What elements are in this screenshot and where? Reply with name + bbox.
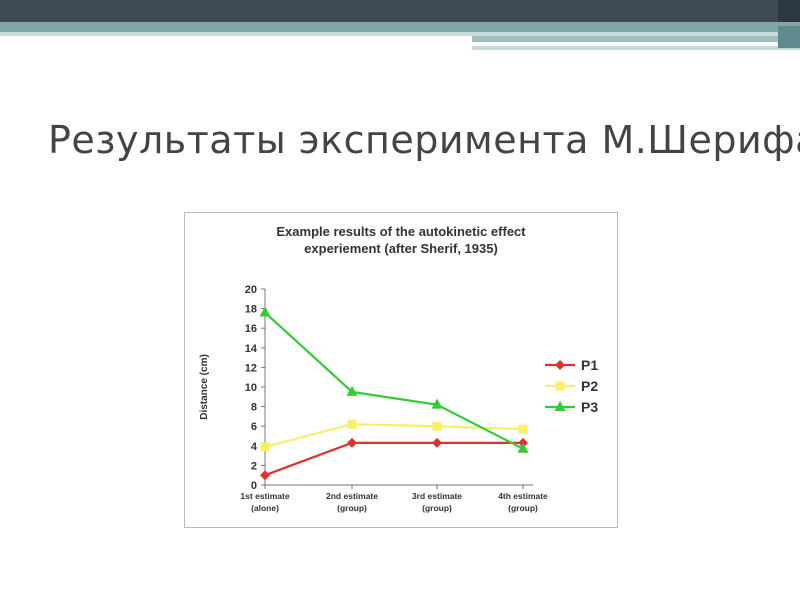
header-light-band <box>0 32 800 36</box>
header-right-accent-light <box>472 46 800 50</box>
header-corner-accent <box>778 26 800 48</box>
data-point-p2 <box>260 442 270 452</box>
y-tick-label: 0 <box>251 480 257 492</box>
y-tick-label: 8 <box>251 402 257 414</box>
header-right-accent <box>472 36 800 42</box>
y-tick-label: 6 <box>251 421 257 433</box>
data-point-p3 <box>259 306 271 317</box>
y-tick-label: 14 <box>245 343 258 355</box>
x-tick-label: 1st estimate <box>240 491 289 501</box>
header-dark-corner <box>778 0 800 26</box>
legend-marker-p1 <box>555 360 565 370</box>
legend-marker-p3 <box>554 401 566 411</box>
chart-plot: 0 2 4 6 8 10 12 14 16 18 20 Distance (cm) 1st estima… <box>199 284 598 513</box>
data-point-p3 <box>517 442 529 453</box>
data-point-p2 <box>518 424 528 434</box>
legend-marker-p2 <box>555 381 565 391</box>
legend-label-p2: P2 <box>581 378 598 394</box>
x-tick-label: (alone) <box>251 503 279 513</box>
header-teal-band <box>0 22 800 32</box>
y-tick-label: 18 <box>245 304 257 316</box>
slide-title: Результаты эксперимента М.Шерифа <box>48 118 800 162</box>
x-tick-label: 4th estimate <box>498 491 548 501</box>
legend-label-p3: P3 <box>581 399 598 415</box>
x-tick-label: (group) <box>508 503 538 513</box>
chart-title-line-1: Example results of the autokinetic effec… <box>276 224 526 239</box>
x-tick-label: 2nd estimate <box>326 491 378 501</box>
y-tick-label: 4 <box>251 441 258 453</box>
x-tick-label: (group) <box>337 503 367 513</box>
data-point-p1 <box>347 437 357 448</box>
y-tick-label: 20 <box>245 284 257 296</box>
chart-image: Example results of the autokinetic effec… <box>184 212 618 528</box>
header-dark-band <box>0 0 778 22</box>
y-tick-label: 12 <box>245 362 257 374</box>
data-point-p2 <box>347 419 357 429</box>
data-point-p3 <box>431 398 443 409</box>
data-point-p3 <box>346 385 358 396</box>
y-axis-label: Distance (cm) <box>199 354 210 420</box>
y-tick-label: 2 <box>251 460 257 472</box>
data-point-p1 <box>260 470 270 481</box>
x-tick-label: 3rd estimate <box>412 491 462 501</box>
chart-title-line-2: experiement (after Sherif, 1935) <box>304 241 498 256</box>
y-tick-label: 16 <box>245 323 257 335</box>
y-tick-label: 10 <box>245 382 257 394</box>
x-tick-label: (group) <box>422 503 452 513</box>
data-point-p2 <box>432 421 442 431</box>
slide-header-decoration <box>0 0 800 56</box>
data-point-p1 <box>432 437 442 448</box>
series-line-p1 <box>264 441 523 477</box>
series-line-p3 <box>264 311 524 450</box>
chart-title: Example results of the autokinetic effec… <box>185 223 617 257</box>
legend-label-p1: P1 <box>581 357 598 373</box>
